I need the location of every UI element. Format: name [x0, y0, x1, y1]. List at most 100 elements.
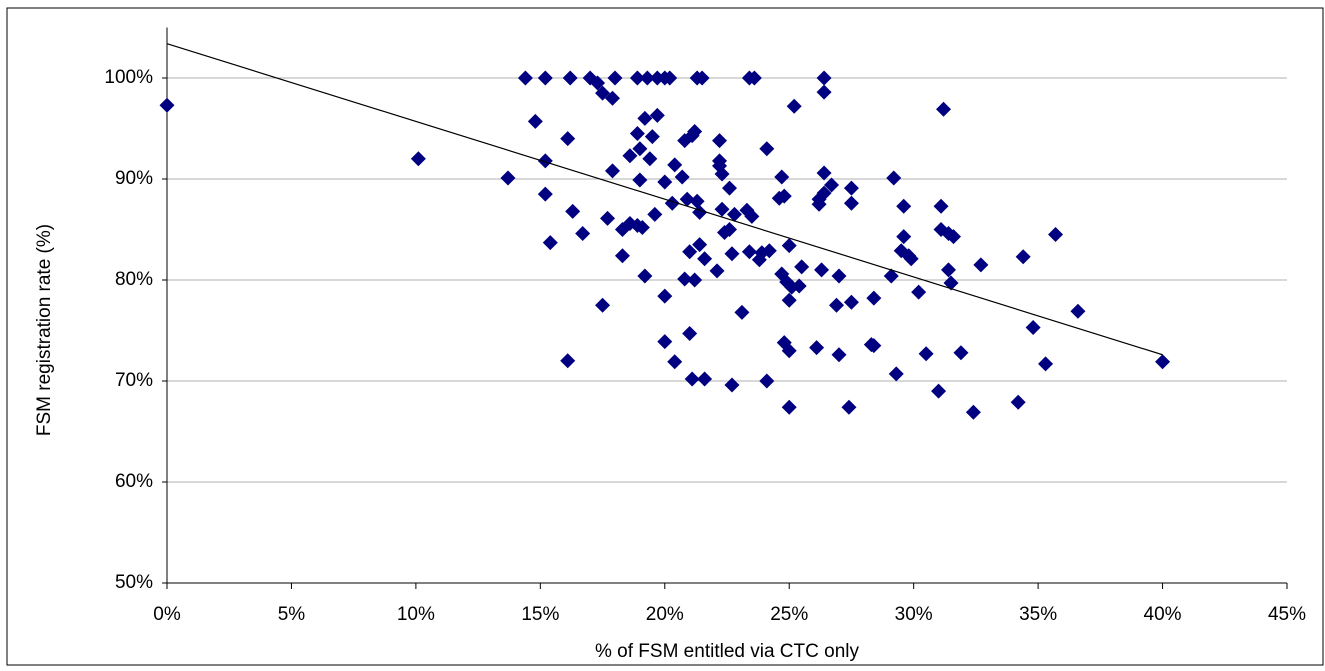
point: [829, 297, 845, 313]
y-tick-label: 90%: [115, 168, 153, 189]
chart-frame: [6, 7, 1324, 666]
point: [816, 185, 832, 201]
point: [866, 338, 882, 354]
point: [943, 275, 959, 291]
point: [1015, 249, 1031, 265]
point: [575, 226, 591, 242]
point: [642, 151, 658, 167]
point: [945, 229, 961, 245]
point: [726, 206, 742, 222]
point: [781, 292, 797, 308]
point: [632, 172, 648, 188]
trend-line: [166, 43, 1163, 356]
point: [1155, 354, 1171, 370]
point: [794, 259, 810, 275]
point: [816, 70, 832, 86]
point: [679, 191, 695, 207]
point: [649, 107, 665, 123]
point: [973, 257, 989, 273]
point: [933, 198, 949, 214]
point: [843, 294, 859, 310]
point: [709, 263, 725, 279]
point: [657, 174, 673, 190]
point: [746, 70, 762, 86]
point: [1048, 227, 1064, 243]
point: [903, 251, 919, 267]
point: [781, 343, 797, 359]
point: [888, 366, 904, 382]
point: [667, 354, 683, 370]
point: [687, 272, 703, 288]
point: [965, 404, 981, 420]
point: [781, 238, 797, 254]
point: [629, 70, 645, 86]
point: [697, 371, 713, 387]
point: [712, 133, 728, 149]
point: [537, 70, 553, 86]
point: [159, 97, 175, 113]
point: [560, 131, 576, 147]
point: [824, 177, 840, 193]
x-tick-label: 25%: [770, 604, 808, 625]
point: [562, 70, 578, 86]
point: [896, 198, 912, 214]
point: [637, 110, 653, 126]
point: [689, 193, 705, 209]
point: [674, 169, 690, 185]
point: [759, 373, 775, 389]
point: [721, 180, 737, 196]
point: [714, 166, 730, 182]
point: [500, 170, 516, 186]
point: [605, 163, 621, 179]
point: [809, 340, 825, 356]
point: [843, 180, 859, 196]
point: [814, 262, 830, 278]
point: [600, 210, 616, 226]
point: [931, 383, 947, 399]
point: [632, 141, 648, 157]
point: [721, 222, 737, 237]
point: [682, 326, 698, 342]
point: [896, 229, 912, 245]
x-tick-label: 0%: [153, 604, 181, 625]
point: [629, 126, 645, 142]
point: [816, 84, 832, 100]
point: [657, 288, 673, 304]
point: [843, 195, 859, 211]
point: [841, 399, 857, 415]
point: [918, 346, 934, 362]
point: [537, 153, 553, 169]
point: [1010, 394, 1026, 410]
point: [607, 70, 623, 86]
y-axis-label: FSM registration rate (%): [34, 224, 55, 436]
point: [759, 141, 775, 157]
point: [831, 268, 847, 284]
point: [774, 169, 790, 185]
point: [677, 271, 693, 287]
point: [565, 203, 581, 219]
point: [761, 243, 777, 259]
x-tick-label: 5%: [278, 604, 306, 625]
point: [537, 186, 553, 202]
point: [816, 165, 832, 181]
point: [644, 129, 660, 145]
point: [694, 70, 710, 86]
x-tick-label: 15%: [521, 604, 559, 625]
y-tick-label: 50%: [115, 572, 153, 593]
point: [791, 278, 807, 294]
point: [724, 377, 740, 393]
point: [1070, 303, 1086, 319]
point: [595, 297, 611, 313]
x-tick-label: 45%: [1268, 604, 1306, 625]
point: [741, 244, 757, 260]
point: [527, 113, 543, 129]
point: [542, 235, 558, 251]
y-tick-label: 100%: [104, 67, 153, 88]
point: [697, 251, 713, 267]
point: [560, 353, 576, 369]
point: [866, 290, 882, 306]
point: [639, 70, 655, 86]
point: [911, 284, 927, 300]
point: [781, 399, 797, 415]
